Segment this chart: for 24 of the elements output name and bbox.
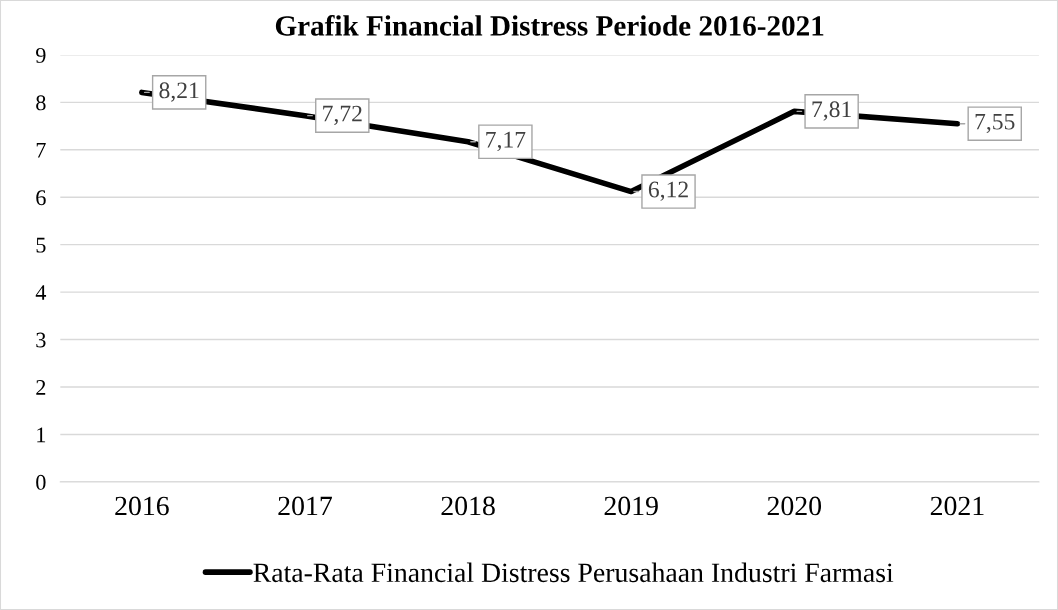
x-tick-label: 2017 [278, 496, 332, 516]
text: 7,72 [323, 105, 362, 125]
text: 7,81 [812, 101, 851, 121]
text: 6,12 [648, 181, 688, 201]
y-tick-label: 9 [36, 47, 46, 63]
y-tick-label: 8 [36, 95, 46, 111]
y-tick-label: 3 [36, 332, 46, 348]
x-tick-label: 2021 [930, 496, 984, 516]
y-tick-label: 5 [36, 237, 46, 253]
x-tick-label: 2016 [115, 496, 169, 516]
y-tick-label: 2 [36, 380, 46, 395]
x-tick-label: 2020 [767, 496, 822, 516]
text: 7,55 [975, 113, 1015, 133]
text: 7,17 [486, 131, 526, 152]
y-tick-label: 1 [37, 427, 46, 443]
y-tick-label: 4 [35, 285, 47, 300]
x-tick-label: 2019 [604, 496, 658, 516]
legend-label: Rata-Rata Financial Distress Perusahaan Industri Farmasi [253, 562, 894, 583]
y-tick-label: 0 [36, 474, 46, 490]
chart-title: Grafik Financial Distress Periode 2016-2021 [275, 14, 824, 36]
y-tick-label: 7 [36, 142, 46, 158]
text: 8,21 [159, 82, 199, 102]
x-tick-label: 2018 [441, 496, 495, 516]
y-tick-label: 6 [36, 190, 46, 206]
